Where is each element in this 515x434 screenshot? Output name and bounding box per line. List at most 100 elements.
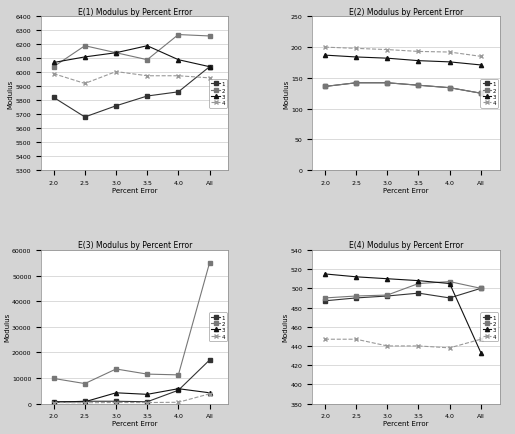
Line: 3: 3 xyxy=(323,54,483,68)
3 xyxy=(447,281,453,286)
2 xyxy=(207,34,213,39)
4 xyxy=(50,72,57,77)
Legend: 1, 2, 3, 4: 1, 2, 3, 4 xyxy=(480,80,499,108)
3 xyxy=(144,392,150,397)
2 xyxy=(353,294,359,299)
2 xyxy=(50,376,57,381)
4 xyxy=(113,400,119,405)
2 xyxy=(144,372,150,377)
Title: E(1) Modulus by Percent Error: E(1) Modulus by Percent Error xyxy=(78,8,192,16)
1 xyxy=(478,92,484,97)
2 xyxy=(447,86,453,91)
2 xyxy=(82,381,88,386)
Line: 2: 2 xyxy=(323,280,483,300)
Y-axis label: Modulus: Modulus xyxy=(283,312,289,342)
Line: 4: 4 xyxy=(323,337,483,350)
X-axis label: Percent Error: Percent Error xyxy=(383,187,429,194)
2 xyxy=(322,85,328,90)
3 xyxy=(447,60,453,66)
1 xyxy=(113,399,119,404)
3 xyxy=(175,386,181,391)
3 xyxy=(207,390,213,395)
Line: 3: 3 xyxy=(52,387,212,404)
X-axis label: Percent Error: Percent Error xyxy=(112,187,158,194)
4 xyxy=(50,400,57,405)
1 xyxy=(175,90,181,95)
3 xyxy=(175,58,181,63)
4 xyxy=(384,48,390,53)
3 xyxy=(322,272,328,277)
Line: 1: 1 xyxy=(52,66,212,120)
4 xyxy=(144,74,150,79)
2 xyxy=(384,293,390,298)
X-axis label: Percent Error: Percent Error xyxy=(112,421,158,426)
1 xyxy=(384,81,390,86)
2 xyxy=(447,279,453,285)
1 xyxy=(353,296,359,301)
1 xyxy=(447,86,453,91)
3 xyxy=(207,65,213,70)
X-axis label: Percent Error: Percent Error xyxy=(383,421,429,426)
1 xyxy=(322,85,328,90)
3 xyxy=(322,53,328,59)
2 xyxy=(113,51,119,56)
1 xyxy=(416,83,422,89)
4 xyxy=(322,337,328,342)
2 xyxy=(175,372,181,378)
1 xyxy=(144,94,150,99)
Title: E(4) Modulus by Percent Error: E(4) Modulus by Percent Error xyxy=(349,240,463,250)
Line: 1: 1 xyxy=(52,358,212,404)
1 xyxy=(113,104,119,109)
4 xyxy=(322,46,328,51)
Title: E(2) Modulus by Percent Error: E(2) Modulus by Percent Error xyxy=(349,8,463,16)
1 xyxy=(384,294,390,299)
2 xyxy=(322,296,328,301)
2 xyxy=(416,281,422,286)
3 xyxy=(353,275,359,280)
3 xyxy=(144,44,150,49)
4 xyxy=(144,400,150,405)
Line: 4: 4 xyxy=(52,70,212,86)
Y-axis label: Modulus: Modulus xyxy=(283,79,289,108)
Line: 4: 4 xyxy=(323,46,483,59)
4 xyxy=(353,46,359,52)
2 xyxy=(175,33,181,38)
1 xyxy=(144,399,150,404)
4 xyxy=(416,344,422,349)
4 xyxy=(82,400,88,405)
Legend: 1, 2, 3, 4: 1, 2, 3, 4 xyxy=(209,80,227,108)
3 xyxy=(113,51,119,56)
4 xyxy=(447,345,453,351)
3 xyxy=(82,55,88,60)
3 xyxy=(50,399,57,404)
1 xyxy=(207,65,213,70)
2 xyxy=(416,83,422,89)
2 xyxy=(82,44,88,49)
4 xyxy=(207,391,213,397)
1 xyxy=(353,81,359,86)
4 xyxy=(113,70,119,75)
1 xyxy=(322,299,328,304)
3 xyxy=(478,63,484,69)
3 xyxy=(82,399,88,404)
2 xyxy=(478,286,484,291)
1 xyxy=(478,286,484,291)
3 xyxy=(416,59,422,64)
4 xyxy=(478,55,484,60)
4 xyxy=(82,82,88,87)
Line: 2: 2 xyxy=(323,82,483,96)
3 xyxy=(113,390,119,395)
1 xyxy=(82,399,88,404)
1 xyxy=(207,358,213,363)
Line: 1: 1 xyxy=(323,286,483,303)
4 xyxy=(416,50,422,55)
2 xyxy=(384,81,390,86)
Y-axis label: Modulus: Modulus xyxy=(8,79,14,108)
Line: 3: 3 xyxy=(323,272,483,355)
1 xyxy=(50,400,57,405)
2 xyxy=(478,92,484,97)
4 xyxy=(384,344,390,349)
2 xyxy=(113,367,119,372)
2 xyxy=(207,260,213,266)
2 xyxy=(50,65,57,70)
